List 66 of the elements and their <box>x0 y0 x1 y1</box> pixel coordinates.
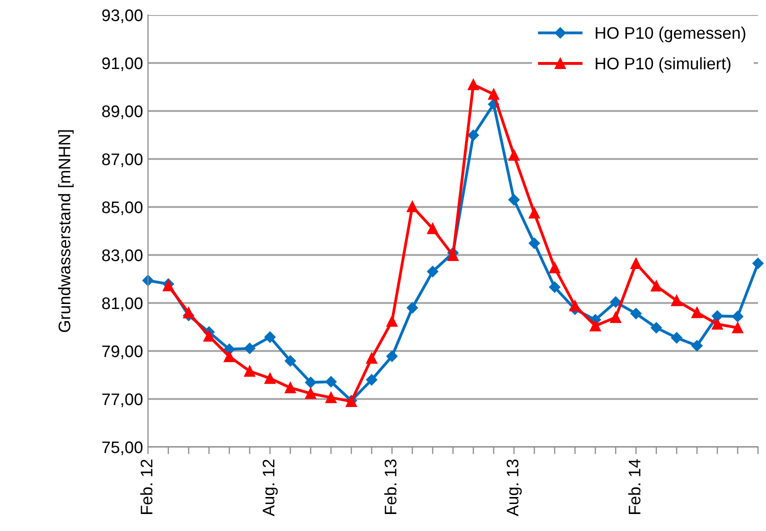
point <box>732 322 744 334</box>
x-tick-label: Feb. 12 <box>140 460 152 514</box>
point <box>325 392 337 404</box>
point <box>630 308 642 320</box>
y-tick-label: 83,00 <box>102 249 142 264</box>
point <box>264 372 276 384</box>
point <box>386 350 398 362</box>
point <box>528 207 540 219</box>
point <box>712 310 723 322</box>
y-tick-label: 85,00 <box>102 201 142 216</box>
point <box>284 355 296 366</box>
legend-label: HO P10 (gemessen) <box>596 26 746 42</box>
point <box>610 312 622 323</box>
point <box>406 200 418 212</box>
y-tick-label: 89,00 <box>102 105 142 120</box>
point <box>549 262 560 274</box>
point <box>366 352 378 364</box>
point <box>610 296 622 308</box>
point <box>508 150 520 161</box>
point <box>488 88 500 100</box>
point <box>671 332 682 344</box>
point <box>691 307 703 318</box>
point <box>650 280 662 292</box>
point <box>468 79 479 90</box>
point <box>325 376 337 388</box>
x-tick-label: Aug. 12 <box>262 460 278 516</box>
y-tick-label: 91,00 <box>102 57 142 72</box>
point <box>284 382 296 394</box>
point <box>468 130 479 141</box>
point <box>406 302 418 314</box>
point <box>752 258 764 270</box>
point <box>386 316 398 327</box>
point <box>712 318 723 330</box>
point <box>305 376 316 388</box>
point <box>528 238 540 249</box>
x-tick-label: Aug. 13 <box>506 460 522 516</box>
point <box>203 330 215 342</box>
point <box>305 388 316 400</box>
legend-label: HO P10 (simuliert) <box>596 57 730 73</box>
point <box>183 307 194 318</box>
y-tick-label: 93,00 <box>102 9 142 24</box>
y-tick-label: 77,00 <box>102 393 142 408</box>
point <box>732 310 744 322</box>
point <box>569 300 581 312</box>
y-tick-label: 87,00 <box>102 153 142 168</box>
point <box>650 322 662 334</box>
x-tick-label: Feb. 13 <box>384 460 396 514</box>
point <box>244 366 256 377</box>
point <box>549 282 560 293</box>
point <box>508 194 520 206</box>
point <box>447 250 459 262</box>
point <box>590 320 601 332</box>
point <box>427 223 438 234</box>
point <box>264 331 276 343</box>
point <box>366 374 378 386</box>
x-tick-label: Feb. 14 <box>628 459 640 514</box>
y-tick-label: 75,00 <box>102 441 142 456</box>
point <box>244 342 256 354</box>
point <box>691 340 703 352</box>
point <box>427 266 438 278</box>
y-tick-label: 81,00 <box>102 297 142 312</box>
point <box>224 350 235 362</box>
y-axis-title: Grundwasserstand [mNHN] <box>58 130 74 332</box>
point <box>630 258 642 269</box>
point <box>671 295 682 306</box>
y-tick-label: 79,00 <box>102 345 142 360</box>
